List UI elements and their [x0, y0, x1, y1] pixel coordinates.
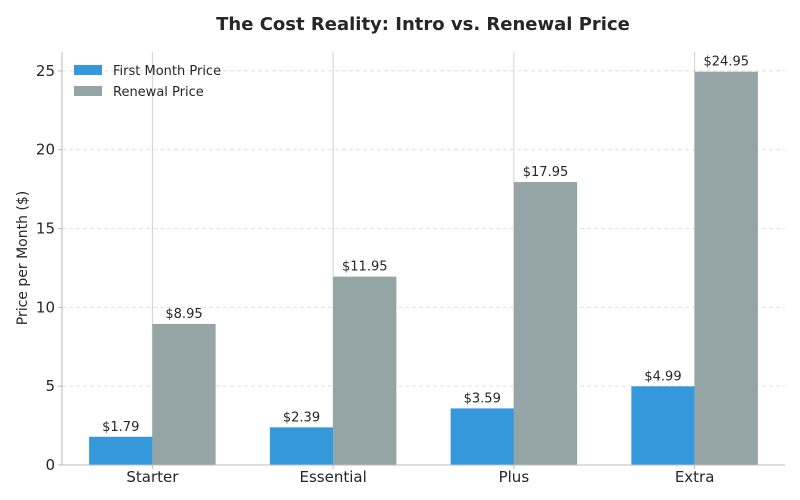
data-label: $3.59 [464, 391, 501, 406]
x-tick-label: Plus [499, 468, 530, 486]
bar-renewal [513, 182, 578, 465]
x-tick-label: Starter [126, 468, 179, 486]
legend-label: First Month Price [113, 64, 221, 79]
data-label: $1.79 [102, 420, 139, 435]
y-tick-label: 10 [36, 298, 55, 316]
data-label: $17.95 [523, 165, 569, 180]
legend: First Month Price Renewal Price [74, 64, 221, 100]
data-label-layer: $1.79 $2.39 $3.59 $4.99 $8.95 $11.95 $17.95 $24… [102, 55, 749, 435]
data-label: $24.95 [704, 55, 750, 70]
category-divider-layer [151, 52, 696, 465]
chart-title: The Cost Reality: Intro vs. Renewal Pric… [216, 14, 630, 35]
bar-layer [89, 71, 758, 466]
data-label: $8.95 [165, 307, 202, 322]
y-tick-label: 15 [36, 220, 55, 238]
y-tick-label: 20 [36, 141, 55, 159]
axis-layer: 0 5 10 15 20 25 Starter Essential Plus Extra [36, 52, 785, 486]
bar-first-month [269, 427, 334, 465]
bar-renewal [694, 71, 758, 466]
data-label: $4.99 [644, 369, 681, 384]
y-tick-label: 25 [36, 62, 55, 80]
y-axis-label: Price per Month ($) [15, 191, 31, 325]
data-label: $11.95 [342, 260, 388, 275]
bar-renewal [333, 276, 397, 465]
legend-swatch [74, 65, 102, 75]
bar-renewal [152, 323, 216, 465]
y-tick-label: 5 [45, 377, 55, 395]
legend-label: Renewal Price [113, 85, 204, 100]
data-label: $2.39 [283, 410, 320, 425]
bar-first-month [89, 436, 153, 465]
x-tick-label: Extra [675, 468, 715, 486]
legend-swatch [74, 86, 102, 96]
bar-first-month [631, 386, 695, 465]
bar-first-month [450, 408, 514, 465]
x-tick-label: Essential [299, 468, 366, 486]
y-tick-label: 0 [45, 456, 55, 474]
